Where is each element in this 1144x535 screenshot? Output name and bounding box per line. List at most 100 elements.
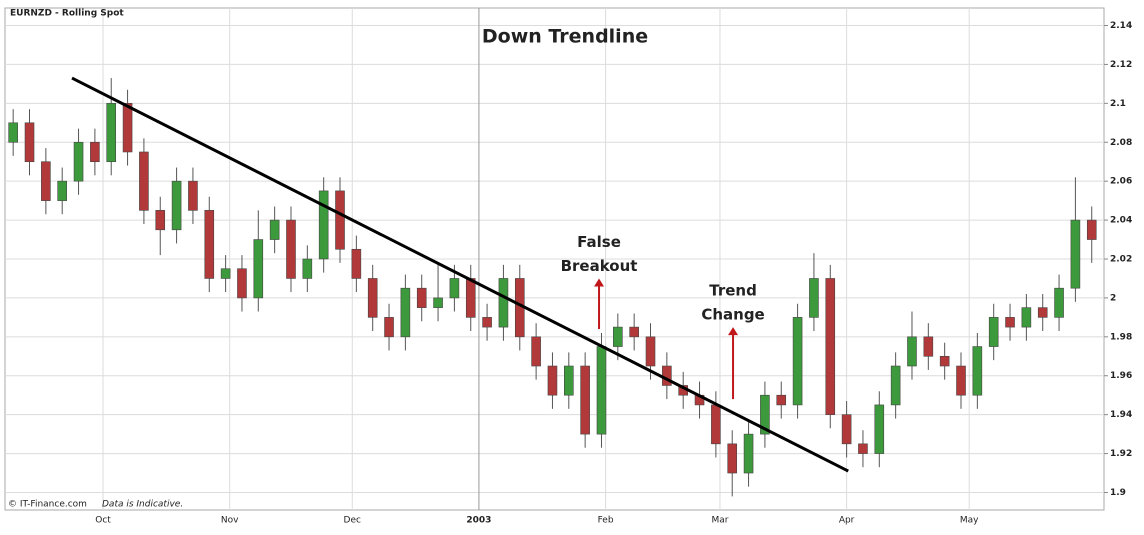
y-tick-label: 2.02	[1110, 255, 1132, 265]
y-tick-label: 1.98	[1110, 332, 1132, 342]
y-tick-label: 1.9	[1110, 488, 1126, 498]
y-tick-label: 2.04	[1110, 216, 1132, 226]
candle-body	[711, 404, 721, 445]
candle-body	[580, 365, 590, 435]
candle-body	[465, 278, 476, 318]
note: Data is Indicative.	[102, 500, 183, 510]
candle-body	[1021, 307, 1032, 328]
candle-body	[923, 336, 934, 357]
candle-body	[858, 443, 868, 454]
x-tick-label: Oct	[95, 516, 111, 526]
x-tick-label: Nov	[221, 516, 239, 526]
candle-body	[188, 180, 198, 211]
source: © IT-Finance.com	[8, 500, 87, 510]
grid	[5, 8, 1108, 510]
y-tick-label: 1.92	[1110, 449, 1132, 459]
candle-body	[106, 103, 117, 163]
annotation-label: Trend	[709, 282, 757, 300]
candle-body	[335, 190, 345, 250]
marks	[8, 76, 1097, 497]
candle-body	[564, 365, 574, 396]
candle-body	[24, 122, 35, 163]
candle-body	[155, 210, 166, 231]
candle-body	[8, 122, 18, 143]
y-tick-label: 1.96	[1110, 371, 1132, 381]
candle-body	[645, 336, 656, 367]
candle-body	[237, 268, 247, 299]
candle-body	[400, 287, 411, 338]
candle-body	[90, 141, 100, 163]
candle-body	[841, 414, 852, 445]
candle-body	[41, 161, 51, 201]
candle-body	[367, 278, 378, 318]
candle-body	[662, 365, 672, 386]
y-tick-label: 2.06	[1110, 177, 1132, 187]
candle-body	[874, 404, 885, 454]
x-tick-label: Mar	[711, 516, 728, 526]
candle-body	[253, 239, 264, 299]
x-tick-label: Dec	[344, 516, 361, 526]
candle-body	[792, 317, 803, 406]
candle-body	[613, 326, 623, 347]
y-tick-label: 2.12	[1110, 60, 1132, 70]
candle-body	[449, 278, 460, 299]
candle-body	[988, 317, 999, 347]
annotation-label: Change	[701, 306, 764, 324]
candle-body	[122, 103, 133, 153]
candle-body	[286, 219, 296, 279]
candle-body	[73, 141, 84, 182]
candle-body	[809, 278, 819, 318]
y-tick-label: 2.08	[1110, 138, 1132, 148]
candle-body	[760, 394, 770, 435]
x-tick-label: Apr	[839, 516, 855, 526]
candle-body	[547, 365, 558, 396]
candle-body	[318, 190, 329, 260]
candle-body	[351, 248, 362, 279]
candle-body	[776, 394, 787, 406]
candle-body	[825, 278, 836, 415]
candle-body	[57, 180, 67, 201]
y-tick-label: 2	[1110, 293, 1116, 303]
candle-body	[596, 346, 607, 435]
candle-body	[1070, 219, 1081, 289]
candle-body	[727, 443, 738, 474]
chart-title: Down Trendline	[482, 26, 648, 48]
candle-body	[939, 355, 950, 367]
candle-body	[531, 336, 541, 367]
candle-body	[482, 317, 492, 328]
candle-body	[972, 346, 983, 396]
annotation-label: Breakout	[561, 257, 638, 275]
x-tick-label: Feb	[598, 516, 614, 526]
x-tick-label: May	[960, 516, 979, 526]
y-tick-label: 2.14	[1110, 21, 1132, 31]
candle-body	[498, 278, 509, 328]
candle-body	[220, 268, 231, 279]
arrow-head	[728, 327, 739, 336]
trendline	[71, 76, 849, 473]
instrument-label: EURNZD - Rolling Spot	[10, 9, 124, 19]
candle-body	[204, 210, 215, 279]
candle-body	[629, 326, 639, 338]
annotation-label: False	[577, 233, 621, 251]
candle-body	[269, 219, 280, 240]
candle-body	[416, 287, 427, 308]
candle-body	[171, 180, 182, 231]
candle-body	[743, 433, 754, 474]
y-tick-label: 1.94	[1110, 410, 1132, 420]
y-tick-label: 2.1	[1110, 99, 1126, 109]
candle-body	[433, 297, 443, 308]
x-tick-label: 2003	[466, 516, 491, 526]
candle-body	[384, 317, 394, 338]
candle-body	[890, 365, 901, 406]
candle-body	[956, 365, 966, 396]
arrow-head	[594, 278, 605, 287]
candle-body	[139, 151, 149, 211]
candle-body	[1086, 219, 1097, 240]
candle-body	[907, 336, 917, 367]
candle-body	[302, 258, 313, 279]
candle-body	[1005, 317, 1015, 328]
candle-body	[1037, 307, 1048, 318]
candle-body	[1054, 287, 1064, 318]
